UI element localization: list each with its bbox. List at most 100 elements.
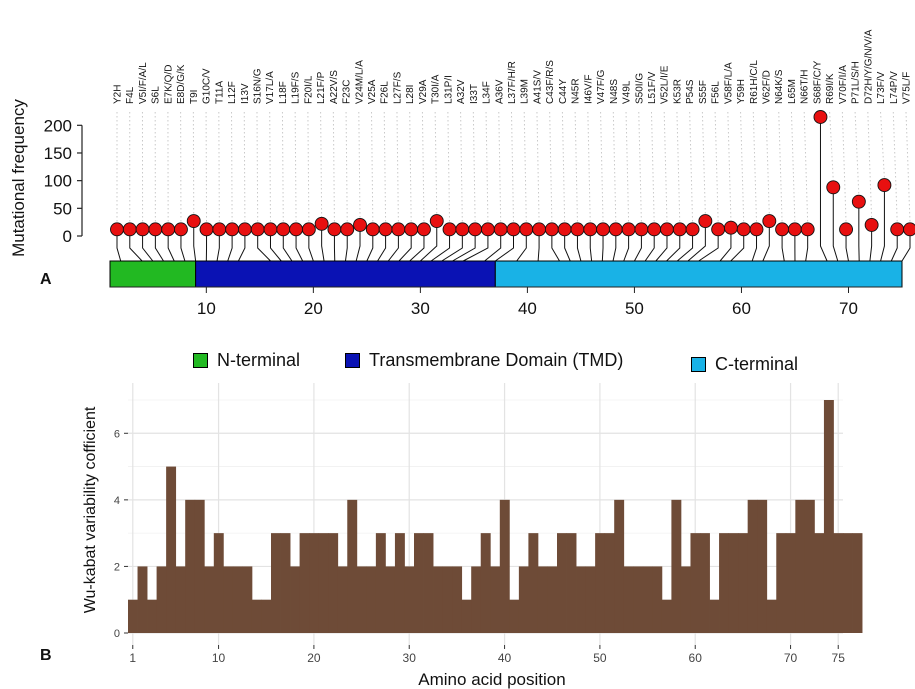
mutation-point bbox=[353, 217, 367, 232]
mutation-point bbox=[468, 222, 483, 237]
variability-bar bbox=[823, 400, 834, 633]
mutation-point bbox=[736, 222, 751, 237]
mutation-label: R61H/C/L bbox=[749, 60, 760, 104]
mutation-label: S55F bbox=[698, 80, 709, 104]
legend-swatch-tmd bbox=[345, 353, 360, 368]
mutation-label: V58F/L/A bbox=[723, 62, 734, 104]
variability-bar bbox=[271, 533, 281, 633]
variability-bar bbox=[595, 533, 606, 633]
mutation-guide-line bbox=[676, 111, 681, 223]
mutation-guide-line bbox=[460, 111, 463, 223]
mutation-point bbox=[813, 110, 828, 124]
mutation-label: L51F/V bbox=[647, 71, 658, 104]
variability-bar bbox=[747, 499, 758, 633]
mutation-label: S50I/G bbox=[634, 73, 645, 104]
variability-bar bbox=[251, 599, 262, 633]
variability-bar bbox=[795, 499, 806, 633]
panel-a-x-tick-label: 30 bbox=[411, 299, 430, 318]
mutation-point bbox=[199, 222, 214, 237]
variability-bar bbox=[213, 533, 224, 633]
variability-bar bbox=[366, 566, 377, 633]
mutation-point bbox=[186, 214, 201, 229]
mutation-label: I46V/F bbox=[583, 75, 594, 104]
mutation-stem bbox=[321, 223, 325, 262]
panel-b-x-axis-title: Amino acid position bbox=[418, 670, 565, 689]
panel-a-domain-bar bbox=[109, 260, 903, 288]
mutation-point bbox=[570, 222, 585, 237]
variability-bar bbox=[309, 533, 320, 633]
panel-b-y-tick-label: 6 bbox=[114, 428, 120, 440]
variability-bar bbox=[347, 499, 358, 633]
mutation-label: V70F/I/A bbox=[838, 65, 849, 104]
mutation-guide-line bbox=[345, 111, 348, 223]
mutation-point bbox=[110, 222, 124, 237]
mutation-label: Y59H bbox=[736, 79, 747, 104]
variability-bar bbox=[680, 566, 691, 633]
mutation-guide-line bbox=[396, 111, 399, 223]
mutation-guide-line bbox=[307, 111, 310, 223]
mutation-point bbox=[365, 222, 380, 237]
mutation-label: N66T/H bbox=[800, 70, 811, 104]
mutation-guide-line bbox=[727, 111, 732, 221]
mutation-guide-line bbox=[790, 111, 796, 223]
mutation-point bbox=[839, 222, 853, 237]
variability-bar bbox=[757, 499, 768, 633]
variability-bar bbox=[661, 599, 672, 633]
mutation-point bbox=[787, 222, 802, 237]
mutation-guide-line bbox=[752, 111, 758, 223]
mutation-label: F26L bbox=[380, 81, 391, 104]
domain-segment bbox=[109, 260, 197, 288]
mutation-label: P54S bbox=[685, 79, 696, 104]
mutation-guide-line bbox=[880, 111, 885, 179]
panel-a-y-axis-title: Mutational frequency bbox=[9, 99, 28, 257]
mutation-guide-line bbox=[485, 111, 489, 223]
panel-a-y-axis: 0 50 100 150 200 bbox=[44, 116, 83, 246]
mutation-label: I13V bbox=[240, 83, 251, 104]
variability-bar bbox=[843, 533, 853, 633]
variability-bar bbox=[137, 566, 148, 633]
panel-b-x-tick-label: 1 bbox=[129, 651, 136, 665]
mutation-label: L37F/H/R bbox=[507, 61, 518, 104]
panel-a-guide-lines bbox=[116, 109, 911, 223]
variability-bar bbox=[423, 533, 434, 633]
mutation-label: F20I/L bbox=[303, 75, 314, 104]
mutation-point bbox=[685, 222, 700, 237]
mutation-point bbox=[212, 222, 227, 237]
mutation-label: V47F/G bbox=[596, 69, 607, 104]
mutation-point bbox=[647, 222, 662, 237]
mutation-guide-line bbox=[829, 111, 834, 181]
mutation-point bbox=[596, 222, 610, 237]
mutation-point bbox=[519, 222, 534, 237]
mutation-guide-line bbox=[409, 111, 412, 223]
panel-a-mutation-labels: Y2H F4L V5I/F/A/L S6L E7K/Q/D E8D/G/K T9I G10C/… bbox=[113, 29, 913, 104]
mutation-point bbox=[762, 214, 777, 229]
mutation-label: L34F bbox=[482, 81, 493, 104]
mutation-point bbox=[506, 222, 521, 237]
mutation-point bbox=[442, 222, 457, 237]
panel-a-y-tick-label: 50 bbox=[53, 199, 72, 218]
mutation-label: V25A bbox=[367, 79, 378, 104]
mutation-point bbox=[289, 222, 304, 237]
panel-a-y-tick-label: 0 bbox=[63, 227, 72, 246]
mutation-guide-line bbox=[765, 111, 770, 215]
mutation-stem bbox=[355, 224, 361, 262]
variability-bar bbox=[290, 566, 300, 633]
mutation-guide-line bbox=[447, 111, 451, 223]
variability-bar bbox=[337, 566, 348, 633]
mutation-label: N64K/S bbox=[774, 69, 785, 104]
legend-item-n-terminal: N-terminal bbox=[193, 350, 300, 371]
mutation-stem bbox=[193, 221, 197, 262]
mutation-point bbox=[161, 222, 176, 237]
mutation-label: V62F/D bbox=[762, 70, 773, 104]
mutation-guide-line bbox=[803, 111, 809, 223]
variability-bar bbox=[128, 599, 138, 633]
variability-bar bbox=[671, 499, 682, 633]
mutation-point bbox=[544, 222, 559, 237]
panel-b-x-tick-label: 75 bbox=[832, 651, 846, 665]
mutation-guide-line bbox=[536, 111, 540, 223]
mutation-point bbox=[135, 222, 150, 237]
panel-b-x-tick-label: 70 bbox=[784, 651, 798, 665]
variability-bar bbox=[261, 599, 272, 633]
mutation-point bbox=[711, 222, 726, 237]
variability-bar bbox=[719, 533, 729, 633]
